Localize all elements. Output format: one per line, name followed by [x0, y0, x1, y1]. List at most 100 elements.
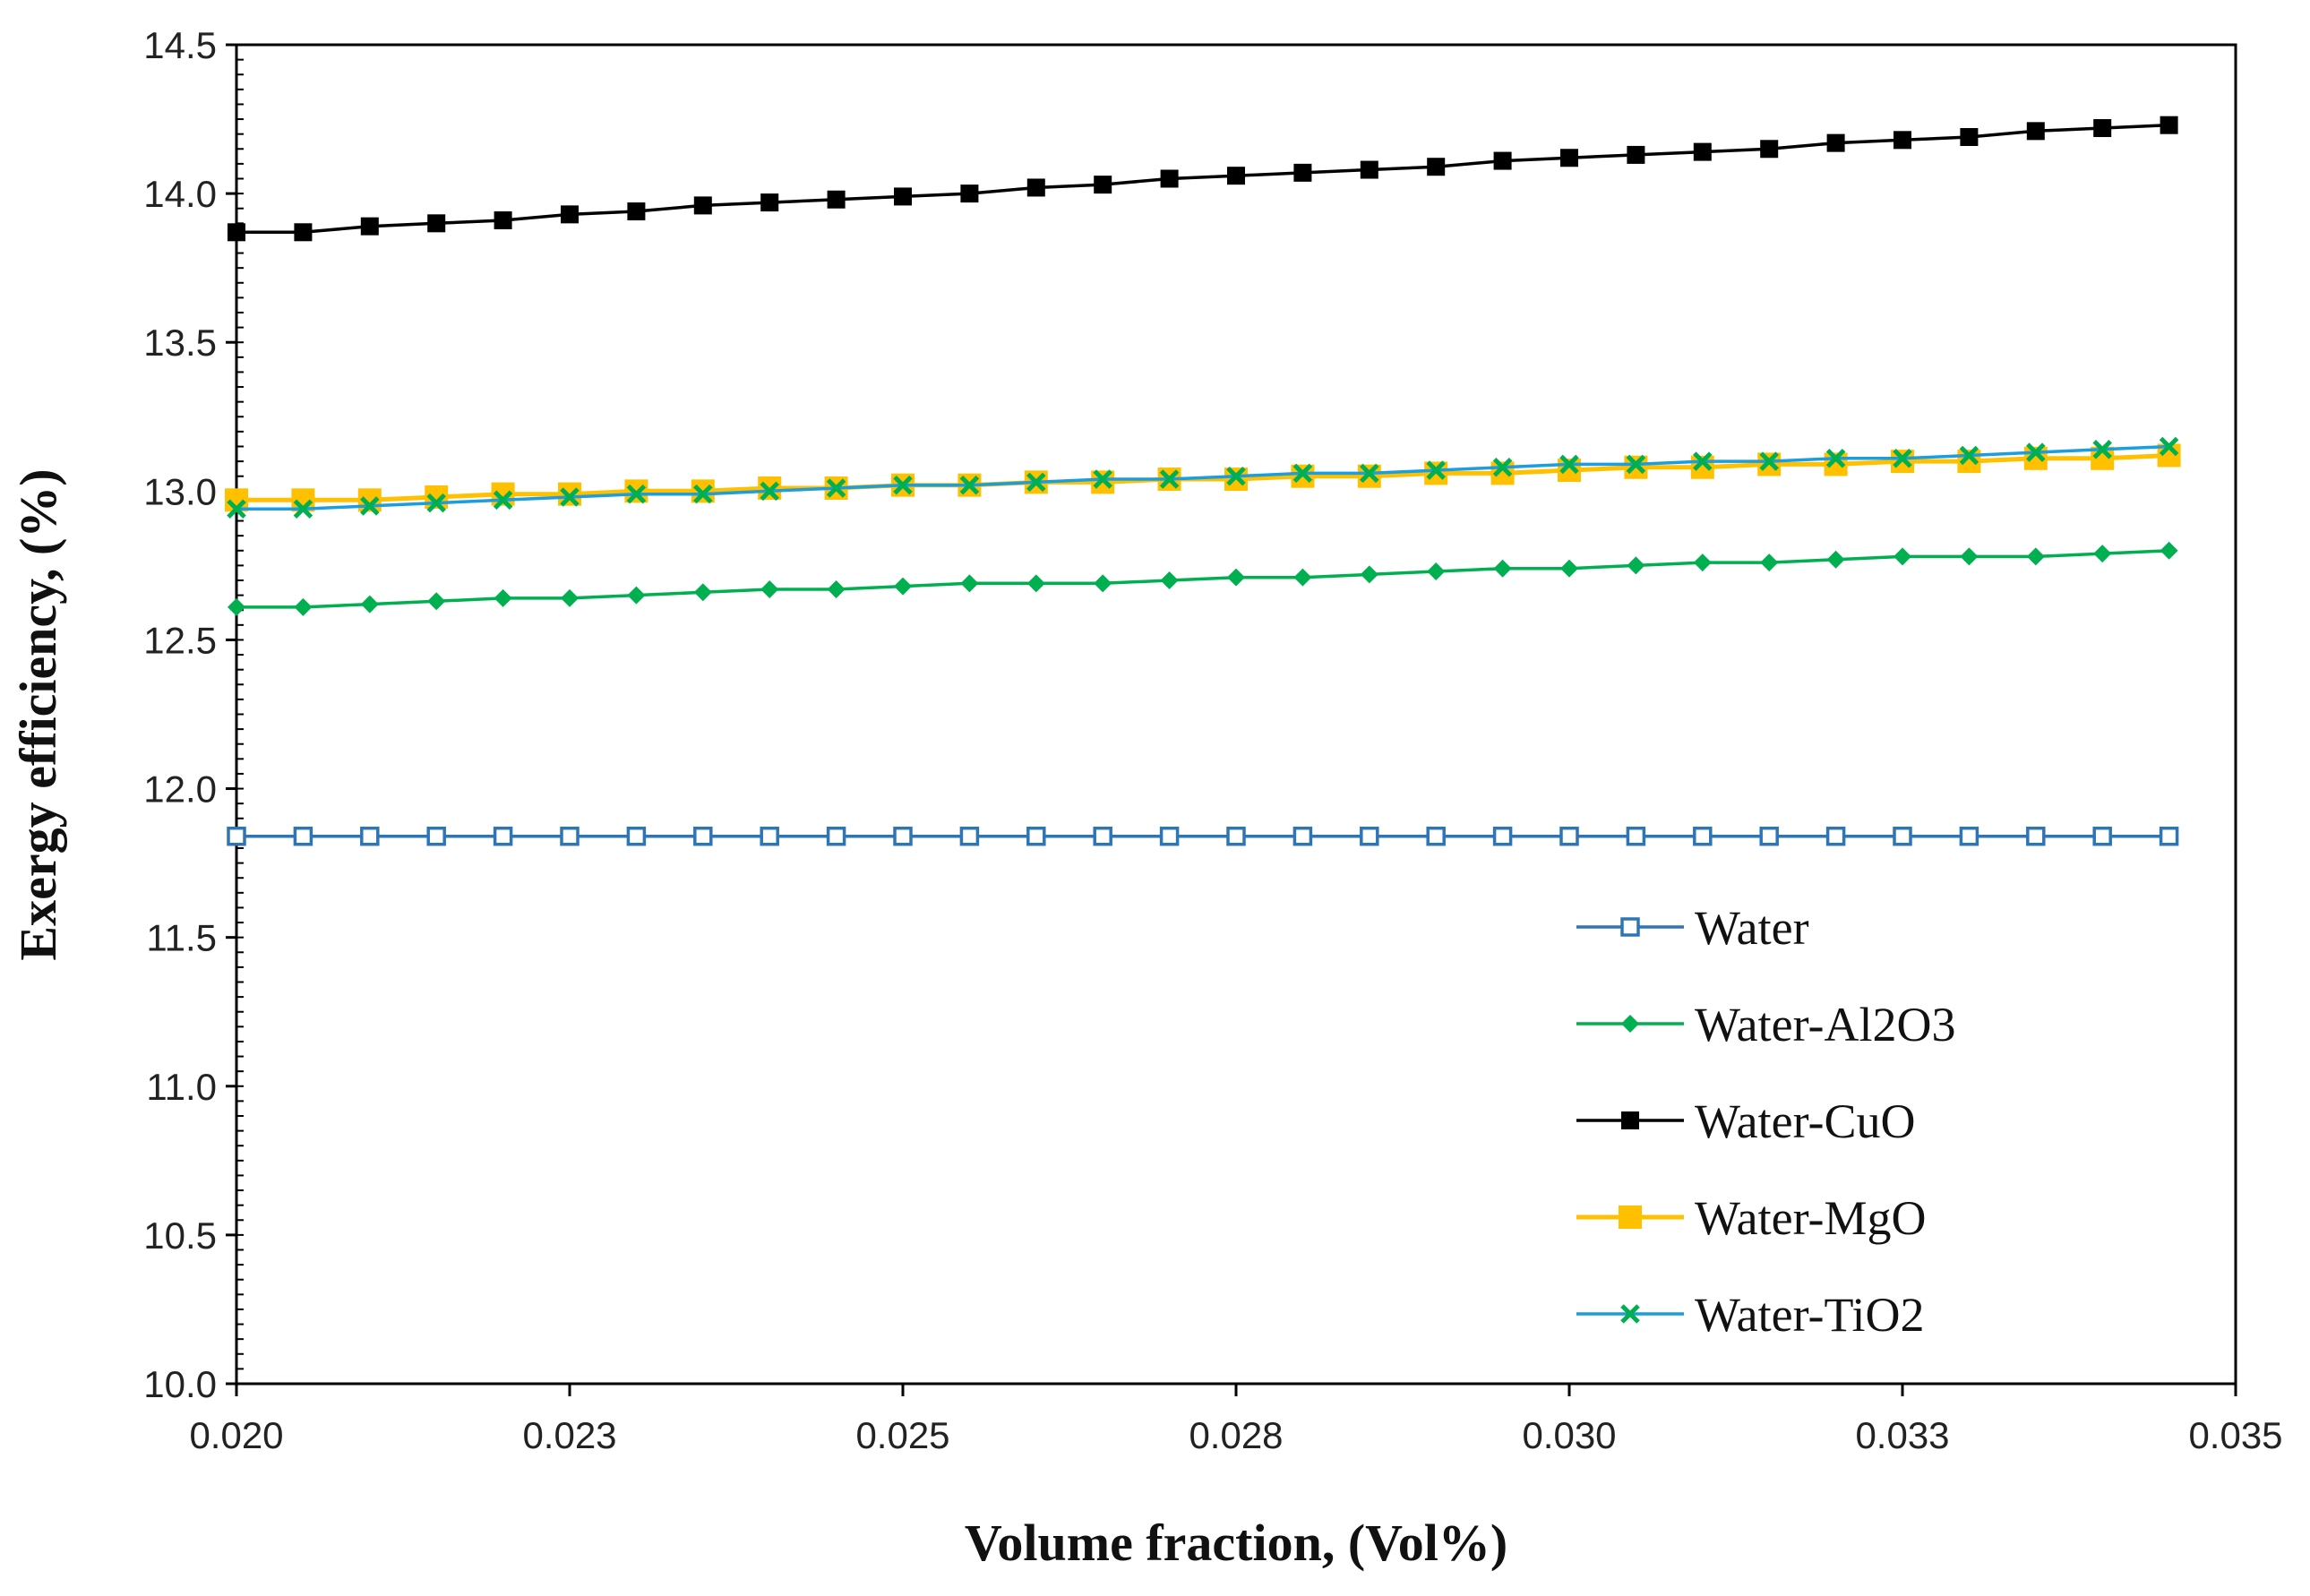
data-point — [760, 826, 779, 846]
data-point — [760, 481, 779, 502]
data-point — [1693, 142, 1712, 161]
data-point — [560, 826, 580, 846]
data-point — [1894, 131, 1911, 150]
data-point — [1427, 158, 1446, 176]
data-point — [1893, 826, 1912, 846]
data-point — [426, 826, 446, 846]
data-point — [228, 597, 245, 616]
data-point — [1094, 176, 1112, 194]
data-point — [1026, 178, 1045, 197]
series-water — [227, 826, 2179, 846]
data-point — [826, 478, 846, 498]
data-point — [827, 579, 846, 598]
y-tick-label: 12.0 — [143, 768, 217, 811]
data-point — [827, 190, 846, 209]
data-point — [294, 597, 313, 616]
data-point — [1559, 454, 1579, 475]
data-point — [693, 826, 713, 846]
data-point — [1560, 559, 1578, 578]
data-point — [1426, 826, 1446, 846]
data-point — [1026, 472, 1046, 493]
data-point — [1159, 826, 1180, 846]
x-axis: 0.020 0.023 0.025 0.028 0.030 0.033 0.035 — [189, 1384, 2283, 1456]
data-point — [1292, 826, 1313, 846]
data-point — [1760, 140, 1779, 159]
data-point — [1492, 826, 1513, 846]
data-point — [1094, 574, 1112, 593]
y-axis-title: Exergy efficiency, (%) — [9, 468, 67, 960]
data-point — [626, 484, 647, 504]
data-point — [1360, 463, 1379, 484]
legend-item: Water-CuO — [1576, 1094, 1915, 1148]
legend-label: Water-TiO2 — [1695, 1288, 1925, 1342]
data-point — [561, 588, 579, 607]
data-point — [959, 475, 980, 495]
data-point — [1693, 451, 1713, 471]
y-tick-label: 11.0 — [146, 1066, 217, 1108]
data-point — [1693, 553, 1712, 572]
data-point — [960, 184, 979, 203]
data-point — [1826, 550, 1845, 569]
y-tick-label: 14.0 — [143, 173, 217, 215]
data-point — [1093, 826, 1112, 846]
data-point — [1627, 556, 1645, 575]
series-line — [236, 123, 2169, 235]
data-point — [1026, 574, 1045, 593]
y-tick-label: 14.5 — [143, 24, 217, 66]
legend-marker — [1621, 1111, 1639, 1129]
data-point — [1360, 565, 1378, 584]
data-point — [1960, 127, 1979, 146]
x-axis-title: Volume fraction, (Vol%) — [965, 1514, 1507, 1572]
legend-label: Water-Al2O3 — [1695, 998, 1955, 1051]
legend-label: Water-MgO — [1695, 1191, 1926, 1245]
y-tick-label: 12.5 — [143, 619, 217, 661]
data-point — [1293, 568, 1312, 587]
data-point — [294, 223, 313, 242]
data-point — [2160, 541, 2178, 560]
legend-label: Water-CuO — [1695, 1094, 1915, 1148]
data-point — [1627, 145, 1645, 164]
data-point — [1626, 826, 1646, 846]
legend-marker — [1620, 917, 1640, 937]
data-point — [494, 211, 512, 230]
x-tick-label: 0.028 — [1189, 1414, 1283, 1456]
data-point — [2092, 440, 2112, 459]
series-line — [236, 444, 2169, 511]
data-point — [360, 595, 379, 614]
data-point — [894, 577, 912, 596]
data-point — [427, 592, 446, 611]
data-point — [893, 475, 913, 495]
data-point — [1759, 826, 1779, 846]
data-point — [1825, 826, 1846, 846]
data-point — [360, 217, 379, 236]
data-point — [494, 588, 512, 607]
legend-item: Water — [1576, 901, 1809, 955]
data-point — [1626, 454, 1646, 475]
data-point — [1160, 571, 1179, 589]
y-tick-label: 10.5 — [143, 1214, 217, 1257]
data-point — [826, 826, 846, 846]
x-tick-label: 0.020 — [189, 1414, 283, 1456]
legend-item: Water-MgO — [1576, 1191, 1926, 1245]
y-tick-label: 11.5 — [146, 917, 217, 959]
data-point — [493, 490, 513, 511]
data-point — [1559, 826, 1579, 846]
data-point — [2093, 545, 2112, 563]
data-point — [426, 493, 446, 513]
y-tick-label: 10.0 — [143, 1363, 217, 1405]
data-point — [1493, 559, 1512, 578]
data-point — [1560, 149, 1578, 167]
x-tick-label: 0.023 — [522, 1414, 616, 1456]
data-point — [360, 496, 380, 516]
data-point — [1693, 826, 1713, 846]
y-tick-label: 13.5 — [143, 322, 217, 364]
data-point — [227, 499, 246, 519]
data-point — [1159, 469, 1180, 489]
data-point — [1493, 151, 1512, 170]
data-point — [1427, 562, 1446, 581]
data-point — [1227, 167, 1245, 185]
data-point — [1959, 826, 1979, 846]
data-point — [959, 826, 980, 846]
